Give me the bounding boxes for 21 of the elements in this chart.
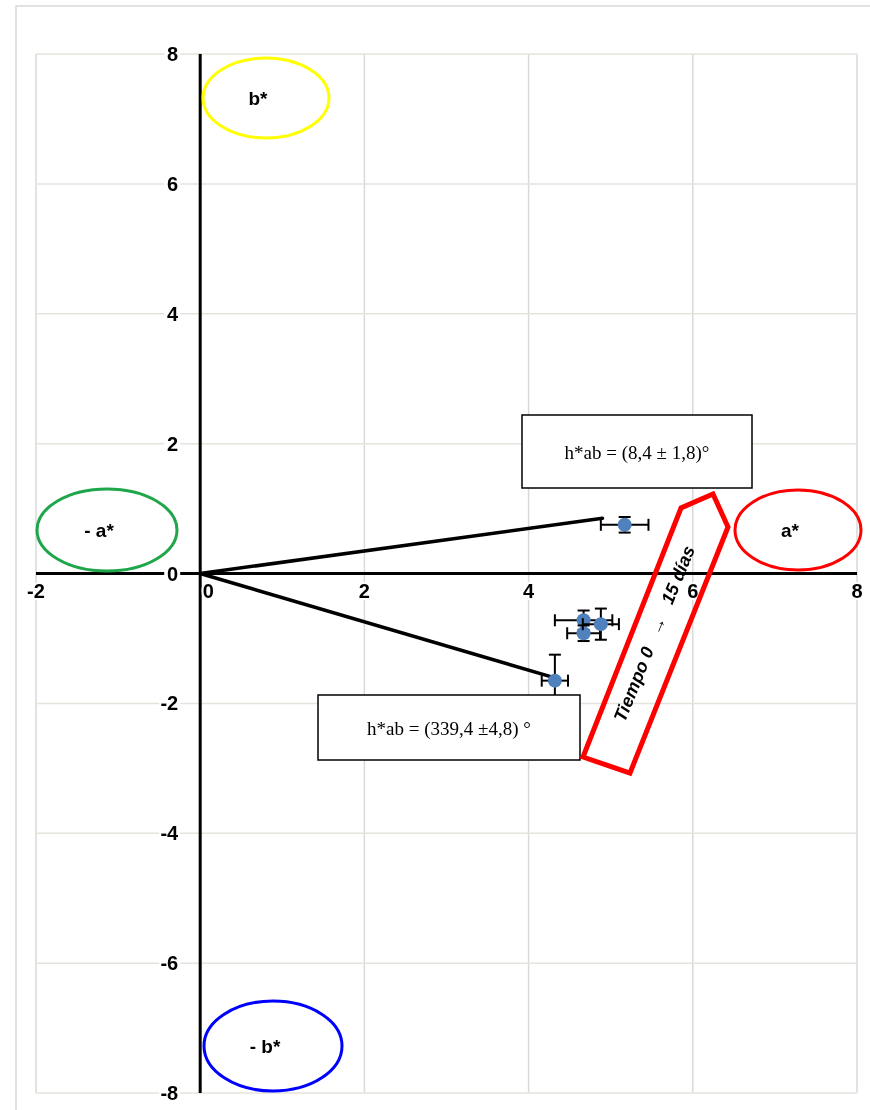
x-tick-label: 2 — [358, 579, 370, 602]
y-tick-label: 2 — [167, 432, 179, 455]
annotation: - b* — [249, 1036, 281, 1057]
y-tick-label: -6 — [160, 952, 179, 975]
x-tick-label: 4 — [523, 579, 536, 602]
y-tick-label: -4 — [160, 822, 180, 845]
y-tick-label: -2 — [160, 692, 179, 715]
y-tick-label: 0 — [167, 562, 179, 585]
x-tick-label: 0 — [202, 579, 214, 602]
x-tick-label: -2 — [27, 579, 45, 602]
y-tick-label: -8 — [160, 1082, 179, 1104]
annotation: h*ab = (8,4 ± 1,8)° — [564, 441, 710, 464]
y-tick-label: 8 — [167, 43, 179, 65]
annotation: a* — [781, 520, 800, 541]
annotation: - a* — [84, 520, 115, 541]
x-tick-label: 8 — [851, 579, 863, 602]
y-tick-label: 4 — [167, 302, 180, 325]
x-tick-label: 6 — [687, 579, 699, 602]
annotation: h*ab = (339,4 ±4,8) ° — [367, 717, 531, 740]
annotation: b* — [248, 88, 269, 109]
y-tick-label: 6 — [167, 172, 179, 195]
